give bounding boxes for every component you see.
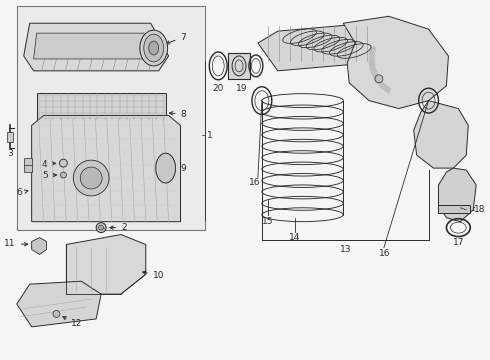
Text: 14: 14 [289,233,300,242]
Text: 17: 17 [453,238,464,247]
Polygon shape [32,238,47,255]
Ellipse shape [149,41,159,55]
Circle shape [59,159,68,167]
Circle shape [98,225,103,230]
Text: 4: 4 [42,159,55,168]
Polygon shape [343,16,448,109]
Bar [17,6,205,230]
Text: 10: 10 [143,271,164,280]
Text: 13: 13 [340,245,351,254]
Text: 11: 11 [4,239,28,248]
Polygon shape [414,100,468,168]
Bar [24,158,32,172]
Polygon shape [258,23,379,71]
Text: 2: 2 [110,223,126,232]
Text: 20: 20 [213,84,224,93]
Polygon shape [34,33,157,59]
Circle shape [96,223,106,233]
Bar [37,93,166,121]
Ellipse shape [156,153,175,183]
Polygon shape [66,235,146,294]
Bar [228,53,250,79]
Text: 6: 6 [16,188,28,197]
Text: 5: 5 [42,171,56,180]
Text: 18: 18 [471,205,486,214]
Ellipse shape [144,34,164,62]
Circle shape [60,172,66,178]
Text: 8: 8 [170,110,186,119]
Text: 1: 1 [207,131,213,140]
Text: 3: 3 [7,149,13,158]
Polygon shape [439,168,476,222]
Text: 7: 7 [166,33,186,44]
Text: 16: 16 [379,249,391,258]
Ellipse shape [140,30,168,66]
Text: 12: 12 [63,317,83,328]
Polygon shape [24,23,169,71]
Text: 15: 15 [262,217,273,226]
Bar [439,205,470,213]
Circle shape [80,167,102,189]
Bar [7,132,13,142]
Bar [37,121,166,125]
Circle shape [375,75,383,83]
Polygon shape [32,116,180,222]
Circle shape [53,310,60,318]
Text: 19: 19 [236,84,248,93]
Polygon shape [17,281,101,327]
Text: 16: 16 [249,179,261,188]
Text: 9: 9 [170,163,186,172]
Circle shape [74,160,109,196]
